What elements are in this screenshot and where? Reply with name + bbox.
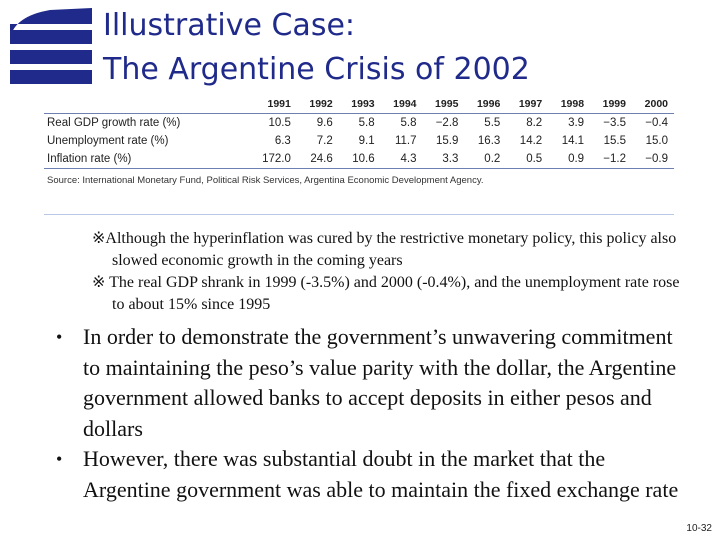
table-cell: −2.8 [435, 117, 459, 129]
note-item: ※ The real GDP shrank in 1999 (-3.5%) an… [92, 274, 680, 313]
table-header-corner [44, 96, 248, 114]
table-year-header: 1998 [548, 96, 591, 114]
table-cell: 14.2 [519, 135, 543, 147]
table-cell: 4.3 [380, 150, 423, 169]
table-cell: 10.6 [338, 150, 381, 169]
table-cell: 6.3 [274, 135, 291, 147]
bullet-item: • However, there was substantial doubt in… [56, 444, 686, 505]
table-cell: 0.9 [548, 150, 591, 169]
table-year-header: 1996 [464, 96, 507, 114]
table-cell: −3.5 [603, 117, 626, 129]
bullet-icon: • [56, 449, 63, 469]
table-year-header: 1992 [296, 96, 339, 114]
table-row-label: Inflation rate (%) [44, 150, 248, 169]
table-cell: −0.9 [631, 150, 674, 169]
table-cell: 5.8 [358, 117, 375, 129]
table-body: Real GDP growth rate (%) 10.5 9.6 5.8 5.8 −2.… [44, 114, 674, 169]
table-cell: 24.6 [296, 150, 339, 169]
table-year-header: 1994 [380, 96, 423, 114]
table-cell: 8.2 [526, 117, 543, 129]
table-year-header: 1995 [422, 96, 465, 114]
table-cell: 15.9 [436, 135, 459, 147]
page-title: Illustrative Case: The Argentine Crisis … [103, 4, 530, 92]
table-cell: 7.2 [316, 135, 333, 147]
blue-wave-logo-icon [10, 8, 92, 84]
table-row-label: Real GDP growth rate (%) [47, 117, 181, 129]
table-cell: 11.7 [394, 135, 417, 147]
table-source-note: Source: International Monetary Fund, Pol… [47, 175, 484, 186]
bullet-list: • In order to demonstrate the government’… [56, 322, 686, 505]
table-year-header: 1991 [247, 96, 297, 114]
title-line-1: Illustrative Case: [103, 8, 356, 43]
table-cell: 15.0 [645, 135, 668, 147]
table-row-label: Unemployment rate (%) [47, 135, 169, 147]
table-cell: 172.0 [247, 150, 297, 169]
note-item: ※Although the hyperinflation was cured b… [92, 230, 677, 269]
notes-list: ※Although the hyperinflation was cured b… [92, 228, 692, 316]
table-cell: −1.2 [590, 150, 632, 169]
table-cell: 5.8 [400, 117, 417, 129]
table-row: Unemployment rate (%) 6.3 7.2 9.1 11.7 15.9 16… [44, 132, 674, 150]
bullet-text: In order to demonstrate the government’s… [83, 324, 677, 441]
table-row: Inflation rate (%) 172.0 24.6 10.6 4.3 3.3 0.2… [44, 150, 674, 169]
table-cell: 0.2 [464, 150, 507, 169]
table-header-row: 1991 1992 1993 1994 1995 1996 1997 1998 1999 2000 [44, 96, 674, 114]
table-cell: 3.9 [568, 117, 585, 129]
table-cell: −0.4 [645, 117, 668, 129]
table-year-header: 1997 [506, 96, 549, 114]
table-cell: 15.5 [603, 135, 626, 147]
table-year-header: 1993 [338, 96, 381, 114]
table-cell: 10.5 [268, 117, 291, 129]
economic-data-table: 1991 1992 1993 1994 1995 1996 1997 1998 1999 2000… [44, 96, 674, 215]
table-year-header: 1999 [590, 96, 632, 114]
table-cell: 14.1 [561, 135, 585, 147]
page-number: 10-32 [686, 523, 712, 534]
bullet-text: However, there was substantial doubt in … [83, 446, 679, 502]
table-year-header: 2000 [631, 96, 674, 114]
bullet-icon: • [56, 327, 63, 347]
table-cell: 3.3 [422, 150, 465, 169]
table-cell: 9.6 [316, 117, 333, 129]
table-cell: 0.5 [506, 150, 549, 169]
table-cell: 9.1 [358, 135, 375, 147]
bullet-item: • In order to demonstrate the government’… [56, 322, 686, 444]
title-line-2: The Argentine Crisis of 2002 [103, 52, 530, 87]
table-cell: 16.3 [477, 135, 501, 147]
table-row: Real GDP growth rate (%) 10.5 9.6 5.8 5.8 −2.… [44, 114, 674, 133]
table-cell: 5.5 [484, 117, 501, 129]
